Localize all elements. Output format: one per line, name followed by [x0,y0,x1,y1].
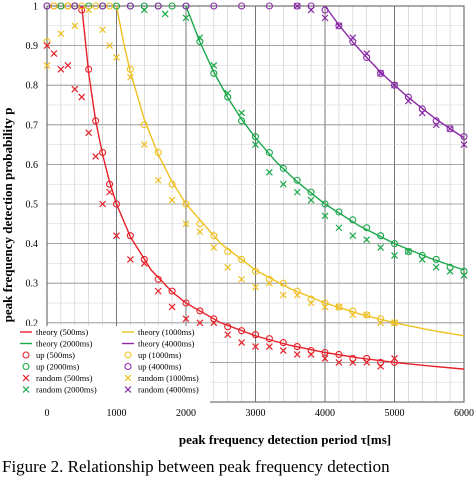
legend-label: theory (4000ms) [138,339,195,349]
legend-label: up (500ms) [36,350,75,360]
theory-curve [117,6,465,336]
legend-label: random (500ms) [36,373,93,383]
x-tick-label: 4000 [315,408,335,419]
x-tick-label: 0 [45,408,50,419]
x-axis-label: peak frequency detection period τ[ms] [179,432,391,447]
legend-label: theory (500ms) [36,327,88,337]
x-tick-label: 2000 [176,408,196,419]
x-tick-label: 5000 [385,408,405,419]
data-point [79,94,85,100]
figure-caption: Figure 2. Relationship between peak freq… [2,457,390,477]
y-tick-label: 0.6 [26,160,39,171]
series-random-1000ms [44,7,398,326]
series-random-500ms [44,43,398,370]
chart: 01000200030004000500060000.10.20.30.40.5… [0,0,474,455]
x-tick-label: 6000 [454,408,474,419]
data-point [51,51,57,57]
y-tick-label: 0.5 [26,200,39,211]
legend-label: up (2000ms) [36,362,79,372]
legend-label: up (4000ms) [138,362,181,372]
theory-curve [82,6,464,369]
y-tick-label: 0.8 [26,81,39,92]
series-random-2000ms [141,7,467,278]
data-point [107,189,113,195]
legend-label: theory (1000ms) [138,327,195,337]
legend: theory (500ms) theory (2000ms)up (500ms) u… [18,326,210,406]
legend-label: random (1000ms) [138,373,199,383]
y-tick-label: 0.7 [26,120,39,131]
legend-label: theory (2000ms) [36,339,93,349]
y-tick-label: 0.3 [26,279,39,290]
y-tick-label: 0.9 [26,41,39,52]
legend-label: random (4000ms) [138,385,199,395]
x-tick-label: 1000 [107,408,127,419]
series-theory-500ms [82,6,464,369]
x-tick-label: 3000 [246,408,266,419]
y-tick-label: 0.4 [26,239,39,250]
series-theory-1000ms [117,6,465,336]
y-axis-label: peak frequency detection probability p [0,108,15,323]
data-point [162,11,168,17]
legend-label: random (2000ms) [36,385,97,395]
legend-label: up (1000ms) [138,350,181,360]
data-point [93,153,99,159]
y-tick-label: 1 [33,2,38,13]
